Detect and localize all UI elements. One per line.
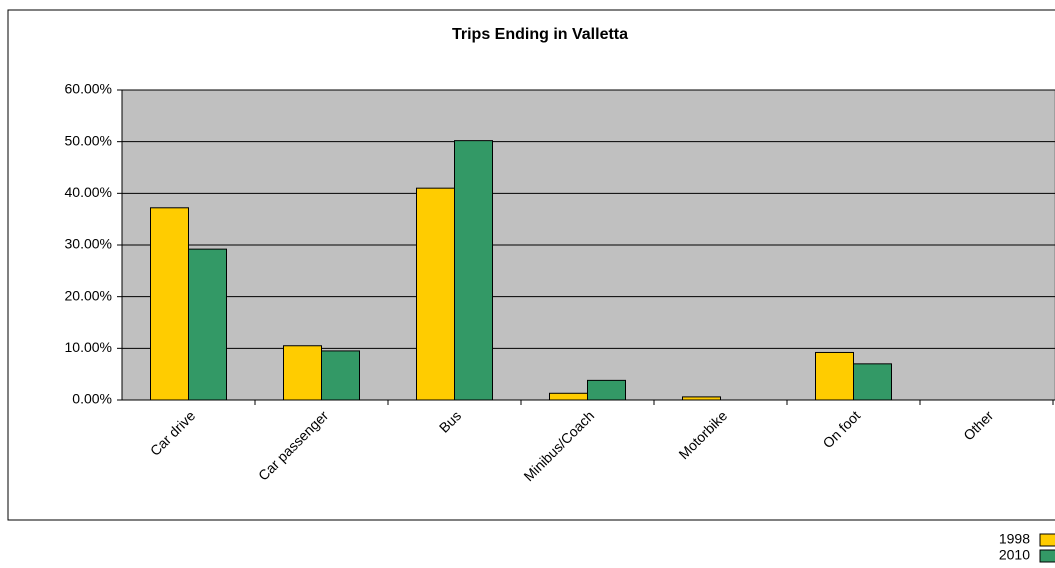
bar: [549, 392, 588, 401]
bar: [416, 187, 455, 401]
y-tick-label: 50.00%: [65, 132, 112, 148]
legend-swatch: [1039, 549, 1055, 563]
y-tick-label: 10.00%: [65, 339, 112, 355]
bar: [587, 379, 626, 401]
y-tick-label: 60.00%: [65, 81, 112, 97]
y-tick-label: 40.00%: [65, 184, 112, 200]
legend-swatch: [1039, 533, 1055, 547]
bar: [853, 363, 892, 401]
bar: [454, 140, 493, 401]
bar: [321, 350, 360, 401]
y-tick-label: 30.00%: [65, 236, 112, 252]
bar: [283, 345, 322, 401]
y-tick-label: 20.00%: [65, 287, 112, 303]
legend-label: 2010: [999, 547, 1030, 563]
legend-label: 1998: [999, 531, 1030, 547]
bar: [150, 207, 189, 401]
bar: [815, 351, 854, 401]
y-tick-label: 0.00%: [72, 391, 112, 407]
bar: [682, 396, 721, 401]
bar: [188, 248, 227, 401]
chart-title: Trips Ending in Valletta: [452, 26, 628, 43]
